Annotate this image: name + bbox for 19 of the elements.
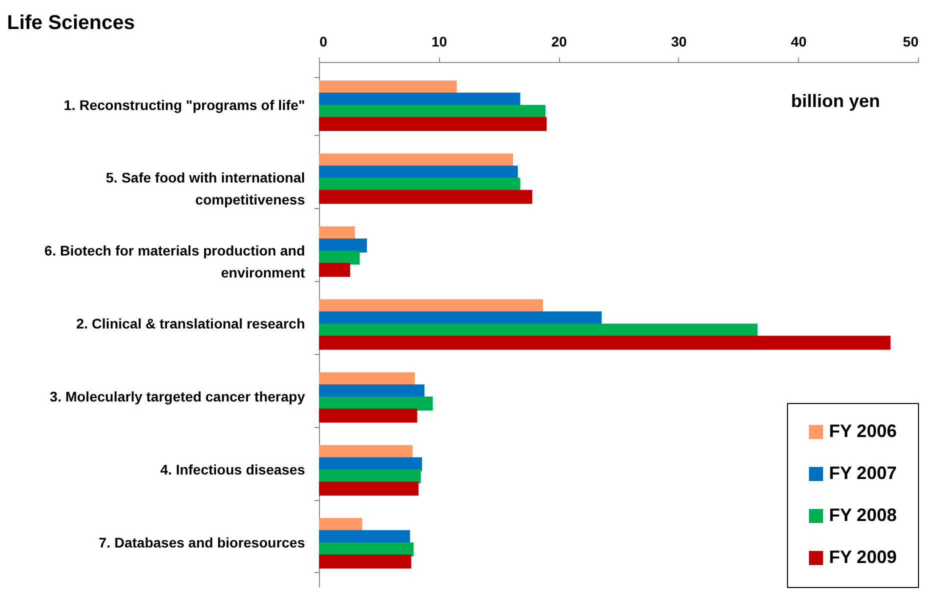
y-tick-label: 5. Safe food with international competitiveness xyxy=(106,170,306,208)
y-tick-label: 2. Clinical & translational research xyxy=(76,316,305,332)
legend-label: FY 2008 xyxy=(829,505,897,525)
legend-label: FY 2009 xyxy=(829,547,897,567)
x-tick-label: 50 xyxy=(902,34,919,50)
y-tick-label: 3. Molecularly targeted cancer therapy xyxy=(50,388,306,404)
y-tick-label: 4. Infectious diseases xyxy=(160,461,306,478)
y-tick-label: 6. Biotech for materials production and environment xyxy=(44,242,306,281)
x-tick-label: 0 xyxy=(320,34,328,50)
y-tick-label: 7. Databases and bioresources xyxy=(98,534,306,550)
x-tick-label: 40 xyxy=(790,34,807,50)
y-tick-label: 1. Reconstructing "programs of life" xyxy=(64,96,305,113)
text: Life Sciences xyxy=(7,12,135,34)
x-tick-label: 10 xyxy=(432,34,448,50)
legend-label: FY 2006 xyxy=(829,421,897,441)
x-tick-label: 30 xyxy=(671,34,687,50)
legend-label: FY 2007 xyxy=(829,463,897,483)
annotation: billion yen xyxy=(790,91,880,111)
x-tick-label: 20 xyxy=(551,34,568,50)
